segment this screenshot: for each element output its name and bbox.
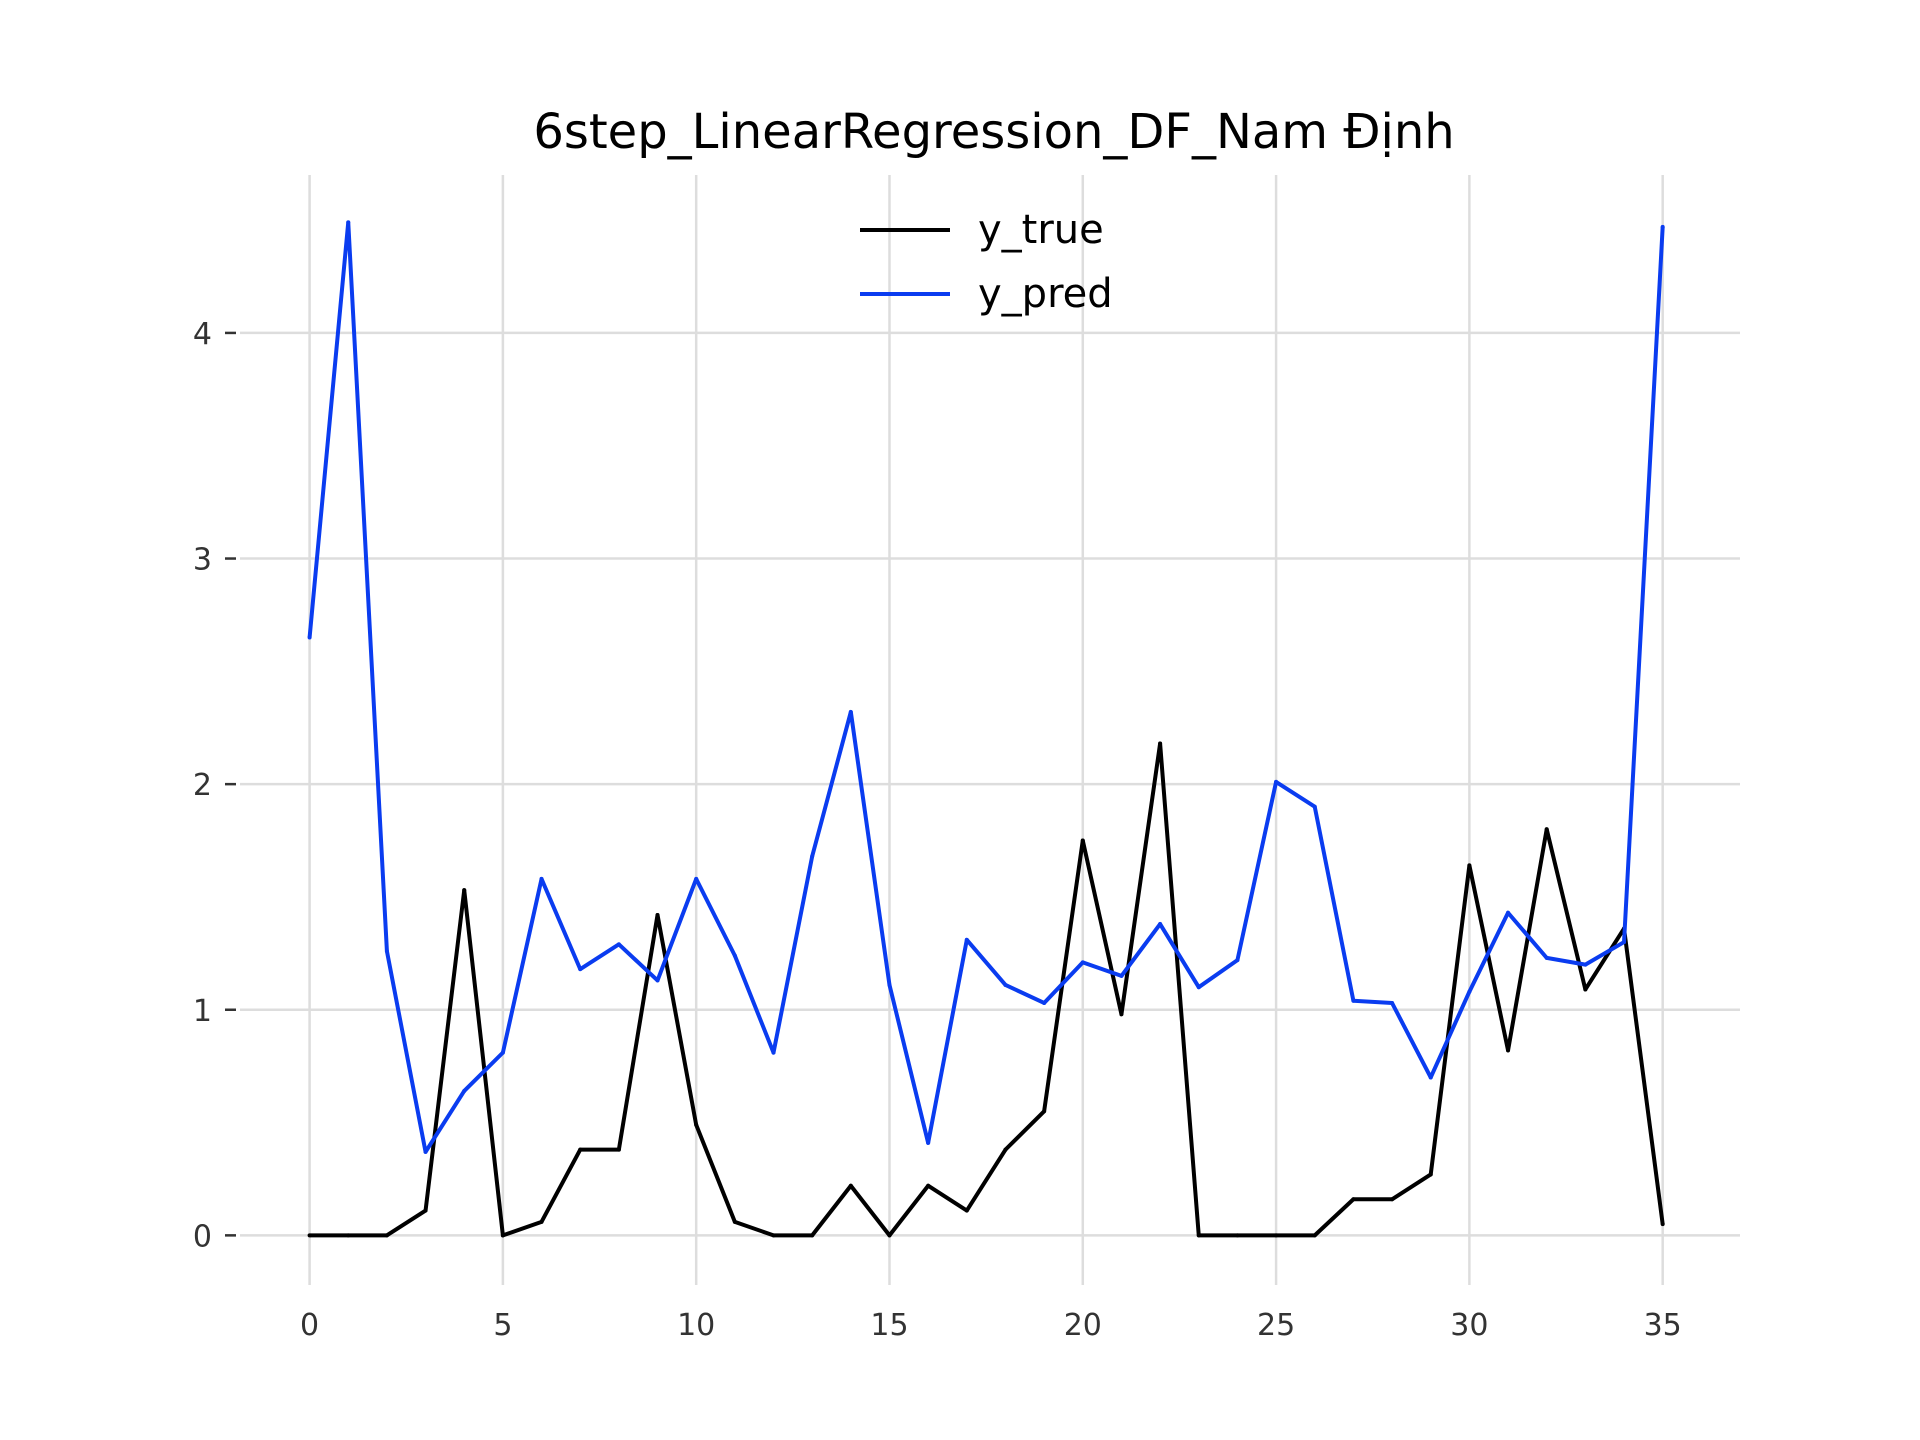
data-point-y-true xyxy=(887,1233,892,1238)
data-point-y-pred xyxy=(771,1050,776,1055)
data-point-y-pred xyxy=(887,982,892,987)
data-point-y-pred xyxy=(1312,804,1317,809)
data-point-y-true xyxy=(771,1233,776,1238)
data-point-y-pred xyxy=(848,709,853,714)
grid xyxy=(240,175,1740,1285)
x-tick-label: 10 xyxy=(677,1308,715,1343)
data-point-y-pred xyxy=(810,854,815,859)
x-tick-label: 0 xyxy=(300,1308,319,1343)
data-point-y-true xyxy=(1467,863,1472,868)
plot-area xyxy=(307,220,1665,1238)
data-point-y-true xyxy=(1196,1233,1201,1238)
data-point-y-pred xyxy=(1660,224,1665,229)
data-point-y-pred xyxy=(1467,989,1472,994)
data-point-y-pred xyxy=(1080,960,1085,965)
data-point-y-pred xyxy=(1351,998,1356,1003)
data-point-y-pred xyxy=(500,1050,505,1055)
x-tick-label: 20 xyxy=(1064,1308,1102,1343)
data-point-y-pred xyxy=(423,1149,428,1154)
data-point-y-pred xyxy=(1428,1075,1433,1080)
data-point-y-pred xyxy=(1235,958,1240,963)
data-point-y-pred xyxy=(346,220,351,225)
data-point-y-true xyxy=(1080,838,1085,843)
y-tick-label: 3 xyxy=(193,543,212,578)
data-point-y-pred xyxy=(1622,940,1627,945)
data-point-y-true xyxy=(462,888,467,893)
x-tick-label: 30 xyxy=(1450,1308,1488,1343)
data-point-y-pred xyxy=(539,876,544,881)
data-point-y-pred xyxy=(926,1140,931,1145)
data-point-y-pred xyxy=(578,967,583,972)
series-line-y-true xyxy=(309,741,1665,1238)
axes: 0 5 10 15 20 25 30 35 0 1 2 3 4 xyxy=(193,317,1682,1343)
data-point-y-true xyxy=(926,1183,931,1188)
data-point-y-true xyxy=(500,1233,505,1238)
series-line-y-pred xyxy=(307,220,1665,1154)
data-point-y-true xyxy=(1351,1197,1356,1202)
data-point-y-pred xyxy=(384,949,389,954)
data-point-y-pred xyxy=(1390,1000,1395,1005)
data-point-y-true xyxy=(1235,1233,1240,1238)
data-point-y-true xyxy=(423,1208,428,1213)
data-point-y-true xyxy=(578,1147,583,1152)
y-tick-label: 1 xyxy=(193,994,212,1029)
data-point-y-true xyxy=(1428,1172,1433,1177)
data-point-y-pred xyxy=(1583,962,1588,967)
data-point-y-true xyxy=(1158,741,1163,746)
data-point-y-pred xyxy=(655,978,660,983)
y-tick-label: 0 xyxy=(193,1219,212,1254)
data-point-y-true xyxy=(616,1147,621,1152)
data-point-y-true xyxy=(732,1219,737,1224)
data-point-y-true xyxy=(539,1219,544,1224)
y-tick-label: 4 xyxy=(193,317,212,352)
data-point-y-true xyxy=(307,1233,312,1238)
x-tick-label: 5 xyxy=(493,1308,512,1343)
data-point-y-pred xyxy=(1119,973,1124,978)
data-point-y-pred xyxy=(462,1088,467,1093)
data-point-y-pred xyxy=(1544,955,1549,960)
data-point-y-pred xyxy=(1158,922,1163,927)
data-point-y-pred xyxy=(307,635,312,640)
data-point-y-pred xyxy=(964,937,969,942)
data-point-y-true xyxy=(346,1233,351,1238)
data-point-y-true xyxy=(694,1122,699,1127)
data-point-y-pred xyxy=(732,953,737,958)
data-point-y-true xyxy=(964,1208,969,1213)
x-tick-label: 25 xyxy=(1257,1308,1295,1343)
data-point-y-true xyxy=(810,1233,815,1238)
data-point-y-true xyxy=(1583,987,1588,992)
data-point-y-true xyxy=(1274,1233,1279,1238)
data-point-y-true xyxy=(1119,1012,1124,1017)
data-point-y-true xyxy=(1312,1233,1317,1238)
data-point-y-pred xyxy=(1274,779,1279,784)
legend: y_true y_pred xyxy=(860,207,1113,317)
data-point-y-pred xyxy=(1506,910,1511,915)
data-point-y-true xyxy=(1390,1197,1395,1202)
legend-label-y-true: y_true xyxy=(978,207,1104,253)
chart-title: 6step_LinearRegression_DF_Nam Định xyxy=(533,104,1454,160)
data-point-y-pred xyxy=(1196,985,1201,990)
data-point-y-true xyxy=(384,1233,389,1238)
data-point-y-true xyxy=(1003,1147,1008,1152)
data-point-y-true xyxy=(655,913,660,917)
legend-label-y-pred: y_pred xyxy=(978,271,1113,317)
x-tick-label: 35 xyxy=(1644,1308,1682,1343)
y-tick-label: 2 xyxy=(193,768,212,803)
data-point-y-pred xyxy=(694,876,699,881)
data-point-y-pred xyxy=(1003,982,1008,987)
data-point-y-pred xyxy=(1042,1000,1047,1005)
data-point-y-true xyxy=(1660,1222,1665,1227)
data-point-y-true xyxy=(848,1183,853,1188)
data-point-y-pred xyxy=(616,942,621,947)
data-point-y-true xyxy=(1042,1109,1047,1114)
data-point-y-true xyxy=(1506,1048,1511,1053)
data-point-y-true xyxy=(1544,827,1549,832)
x-tick-label: 15 xyxy=(870,1308,908,1343)
